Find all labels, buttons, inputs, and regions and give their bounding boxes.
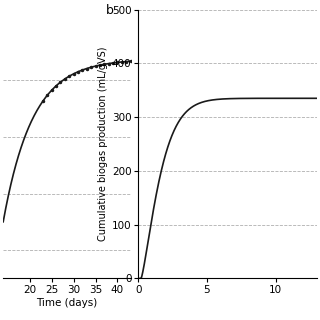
Text: b: b bbox=[106, 4, 114, 17]
Y-axis label: Cumulative biogas production (mL/gVS): Cumulative biogas production (mL/gVS) bbox=[98, 47, 108, 241]
X-axis label: Time (days): Time (days) bbox=[36, 298, 98, 308]
